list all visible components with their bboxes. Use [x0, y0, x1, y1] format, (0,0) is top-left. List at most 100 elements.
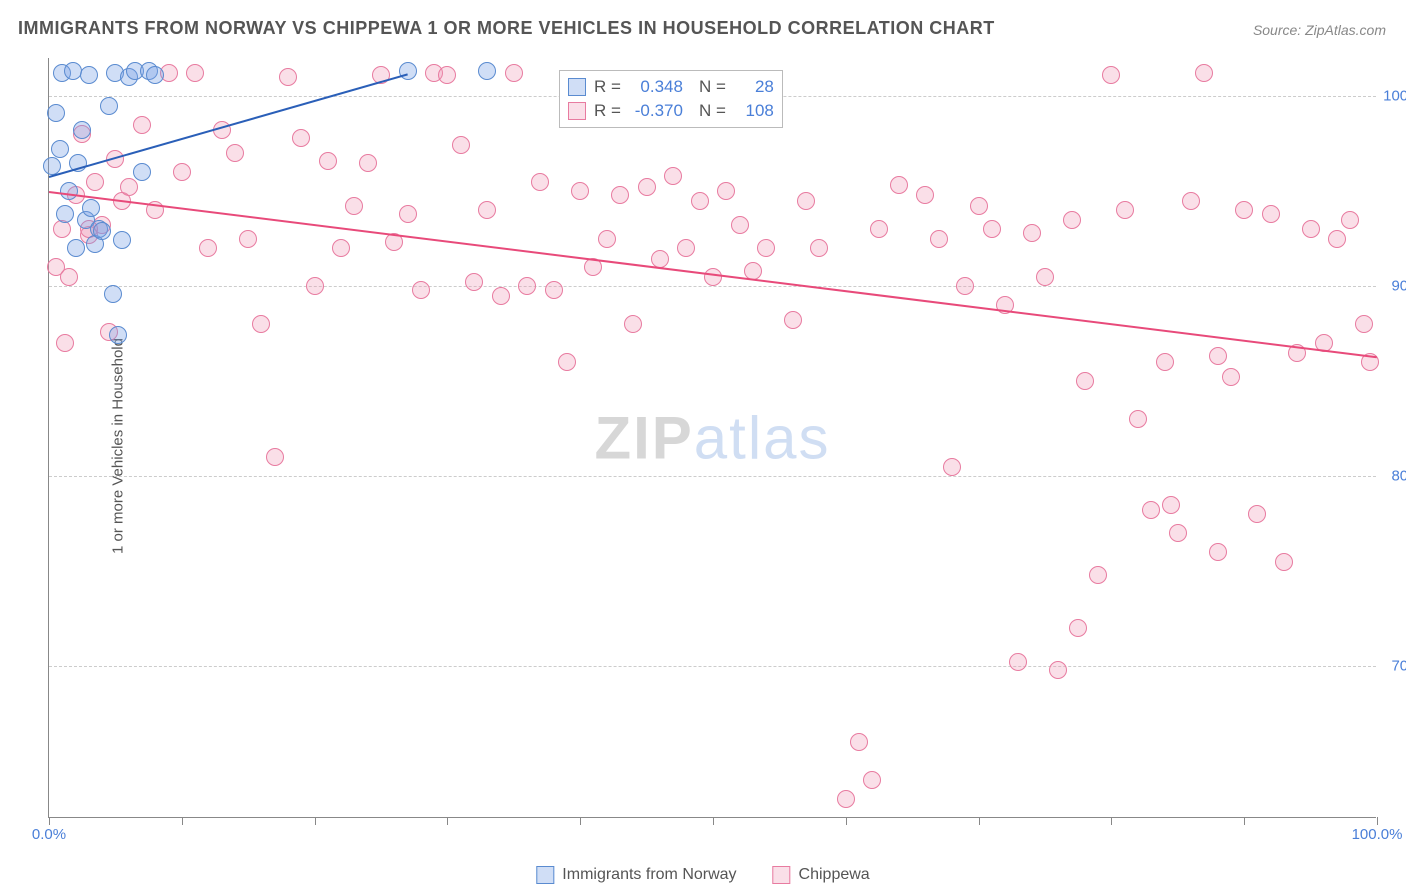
legend-swatch: [568, 78, 586, 96]
watermark: ZIPatlas: [594, 403, 830, 472]
data-point: [624, 315, 642, 333]
data-point: [1275, 553, 1293, 571]
data-point: [60, 268, 78, 286]
data-point: [1156, 353, 1174, 371]
data-point: [292, 129, 310, 147]
data-point: [677, 239, 695, 257]
plot-area: 70.0%80.0%90.0%100.0%0.0%100.0%ZIPatlasR…: [48, 58, 1376, 818]
data-point: [478, 201, 496, 219]
data-point: [1235, 201, 1253, 219]
data-point: [983, 220, 1001, 238]
data-point: [239, 230, 257, 248]
data-point: [970, 197, 988, 215]
data-point: [1169, 524, 1187, 542]
r-label: R =: [594, 101, 621, 121]
data-point: [47, 104, 65, 122]
xtick-mark: [713, 817, 714, 825]
data-point: [56, 205, 74, 223]
data-point: [252, 315, 270, 333]
data-point: [51, 140, 69, 158]
gridline-h: [49, 666, 1376, 667]
data-point: [332, 239, 350, 257]
xtick-mark: [846, 817, 847, 825]
data-point: [1069, 619, 1087, 637]
data-point: [757, 239, 775, 257]
data-point: [731, 216, 749, 234]
data-point: [359, 154, 377, 172]
xtick-mark: [49, 817, 50, 825]
data-point: [598, 230, 616, 248]
legend-swatch: [773, 866, 791, 884]
data-point: [638, 178, 656, 196]
stats-row: R =0.348N =28: [568, 75, 774, 99]
data-point: [306, 277, 324, 295]
data-point: [1195, 64, 1213, 82]
data-point: [186, 64, 204, 82]
data-point: [837, 790, 855, 808]
gridline-h: [49, 286, 1376, 287]
data-point: [133, 163, 151, 181]
data-point: [717, 182, 735, 200]
data-point: [797, 192, 815, 210]
data-point: [1209, 347, 1227, 365]
data-point: [73, 121, 91, 139]
r-label: R =: [594, 77, 621, 97]
gridline-h: [49, 476, 1376, 477]
n-value: 108: [734, 101, 774, 121]
data-point: [691, 192, 709, 210]
data-point: [399, 205, 417, 223]
ytick-label: 90.0%: [1391, 278, 1406, 295]
data-point: [1222, 368, 1240, 386]
data-point: [1302, 220, 1320, 238]
data-point: [1248, 505, 1266, 523]
data-point: [1063, 211, 1081, 229]
trend-line: [49, 73, 408, 178]
n-label: N =: [699, 101, 726, 121]
legend-swatch: [568, 102, 586, 120]
data-point: [1341, 211, 1359, 229]
data-point: [850, 733, 868, 751]
xtick-mark: [315, 817, 316, 825]
xtick-mark: [979, 817, 980, 825]
data-point: [1036, 268, 1054, 286]
data-point: [1142, 501, 1160, 519]
data-point: [133, 116, 151, 134]
legend: Immigrants from Norway Chippewa: [536, 866, 869, 884]
data-point: [492, 287, 510, 305]
data-point: [109, 326, 127, 344]
legend-item: Chippewa: [773, 866, 870, 884]
n-label: N =: [699, 77, 726, 97]
data-point: [1328, 230, 1346, 248]
data-point: [810, 239, 828, 257]
xtick-mark: [182, 817, 183, 825]
data-point: [319, 152, 337, 170]
xtick-mark: [447, 817, 448, 825]
data-point: [56, 334, 74, 352]
xtick-label: 100.0%: [1352, 826, 1403, 843]
data-point: [465, 273, 483, 291]
data-point: [1182, 192, 1200, 210]
legend-label: Immigrants from Norway: [562, 866, 736, 884]
data-point: [1089, 566, 1107, 584]
data-point: [1209, 543, 1227, 561]
data-point: [784, 311, 802, 329]
data-point: [890, 176, 908, 194]
data-point: [113, 231, 131, 249]
data-point: [412, 281, 430, 299]
ytick-label: 100.0%: [1383, 88, 1406, 105]
data-point: [558, 353, 576, 371]
stats-row: R =-0.370N =108: [568, 99, 774, 123]
data-point: [664, 167, 682, 185]
data-point: [956, 277, 974, 295]
data-point: [452, 136, 470, 154]
data-point: [571, 182, 589, 200]
data-point: [279, 68, 297, 86]
data-point: [86, 173, 104, 191]
data-point: [120, 178, 138, 196]
data-point: [1116, 201, 1134, 219]
xtick-mark: [1377, 817, 1378, 825]
data-point: [1009, 653, 1027, 671]
data-point: [67, 239, 85, 257]
r-value: 0.348: [629, 77, 683, 97]
data-point: [199, 239, 217, 257]
